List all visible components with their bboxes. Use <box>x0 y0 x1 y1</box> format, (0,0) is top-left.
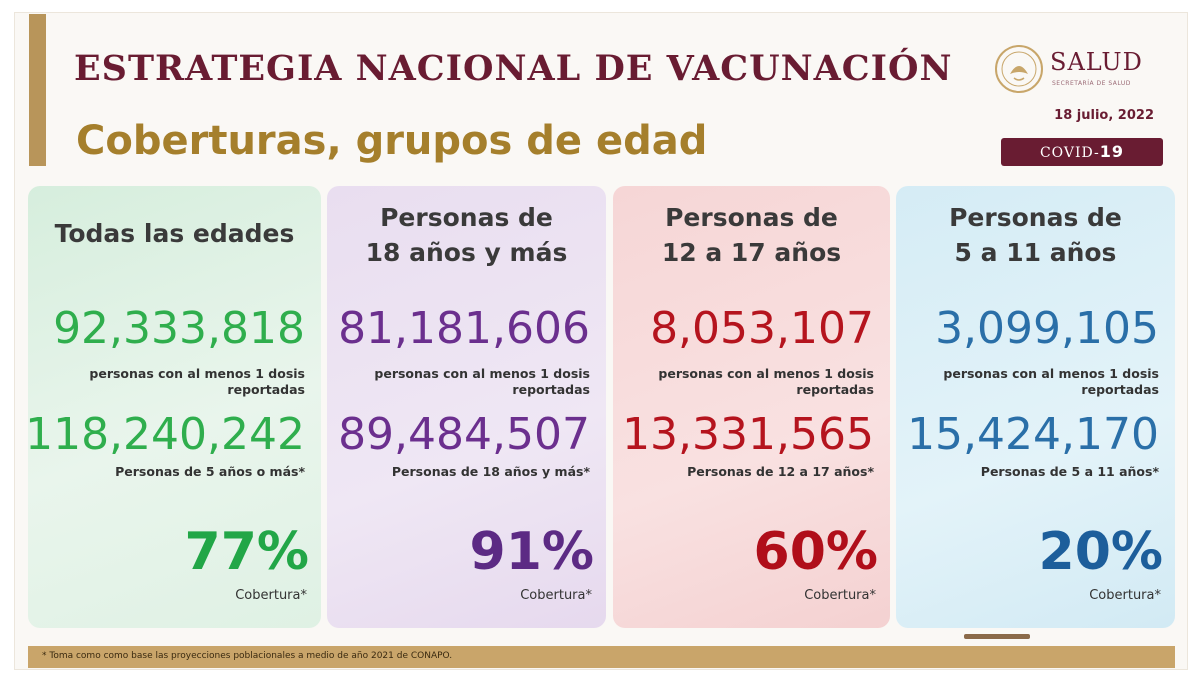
caption-line: personas con al menos 1 dosis <box>658 366 874 381</box>
footnote: * Toma como como base las proyecciones p… <box>42 651 453 661</box>
caption-line: reportadas <box>227 382 305 397</box>
covid-badge-number: 19 <box>1099 142 1125 161</box>
brand-subtitle: SECRETARÍA DE SALUD <box>1052 80 1131 87</box>
panel-heading-line: 12 a 17 años <box>661 238 842 267</box>
population-caption: Personas de 12 a 17 años* <box>687 464 874 479</box>
covid-badge-prefix: COVID- <box>1039 145 1100 161</box>
panel-18-plus: Personas de 18 años y más 81,181,606 per… <box>327 186 606 628</box>
population-count: 89,484,507 <box>338 409 590 460</box>
page-title: ESTRATEGIA NACIONAL DE VACUNACIÓN <box>74 48 953 89</box>
vaccinated-caption: personas con al menos 1 dosis reportadas <box>943 366 1159 398</box>
footer-bar: * Toma como como base las proyecciones p… <box>28 646 1175 668</box>
accent-bar <box>29 14 46 166</box>
panel-heading: Personas de 18 años y más <box>327 200 606 270</box>
panel-5-to-11: Personas de 5 a 11 años 3,099,105 person… <box>896 186 1175 628</box>
report-date: 18 julio, 2022 <box>1054 108 1154 123</box>
brand-name: SALUD <box>1050 48 1143 76</box>
caption-line: reportadas <box>512 382 590 397</box>
panel-heading-line: Personas de <box>949 203 1122 232</box>
vaccinated-caption: personas con al menos 1 dosis reportadas <box>658 366 874 398</box>
population-caption: Personas de 5 años o más* <box>115 464 305 479</box>
caption-line: reportadas <box>1081 382 1159 397</box>
vaccinated-caption: personas con al menos 1 dosis reportadas <box>374 366 590 398</box>
vaccinated-count: 8,053,107 <box>650 303 874 354</box>
mexico-coat-of-arms-icon <box>995 45 1043 93</box>
population-caption: Personas de 5 a 11 años* <box>980 464 1159 479</box>
coverage-percent: 60% <box>753 522 878 582</box>
coverage-percent: 20% <box>1038 522 1163 582</box>
panel-heading-line: Personas de <box>665 203 838 232</box>
vaccinated-count: 3,099,105 <box>935 303 1159 354</box>
coverage-label: Cobertura* <box>520 588 592 603</box>
coverage-percent: 91% <box>469 522 594 582</box>
vaccinated-count: 92,333,818 <box>53 303 305 354</box>
population-caption: Personas de 18 años y más* <box>391 464 590 479</box>
caption-line: reportadas <box>796 382 874 397</box>
coverage-label: Cobertura* <box>804 588 876 603</box>
population-count: 15,424,170 <box>907 409 1159 460</box>
vaccinated-count: 81,181,606 <box>338 303 590 354</box>
panel-heading: Personas de 5 a 11 años <box>896 200 1175 270</box>
panel-heading-line: 18 años y más <box>365 238 568 267</box>
panel-heading: Todas las edades <box>28 216 321 251</box>
population-count: 13,331,565 <box>622 409 874 460</box>
covid-badge: COVID-19 <box>1001 138 1163 166</box>
coverage-label: Cobertura* <box>1089 588 1161 603</box>
caption-line: personas con al menos 1 dosis <box>374 366 590 381</box>
page-subtitle: Coberturas, grupos de edad <box>76 118 708 164</box>
vaccinated-caption: personas con al menos 1 dosis reportadas <box>89 366 305 398</box>
panel-heading-line: 5 a 11 años <box>954 238 1117 267</box>
panel-12-to-17: Personas de 12 a 17 años 8,053,107 perso… <box>613 186 890 628</box>
panel-heading: Personas de 12 a 17 años <box>613 200 890 270</box>
coverage-label: Cobertura* <box>235 588 307 603</box>
panel-all-ages: Todas las edades 92,333,818 personas con… <box>28 186 321 628</box>
panel-heading-line: Todas las edades <box>54 219 295 248</box>
panel-heading-line: Personas de <box>380 203 553 232</box>
coverage-percent: 77% <box>184 522 309 582</box>
caption-line: personas con al menos 1 dosis <box>943 366 1159 381</box>
pen-decoration <box>964 634 1030 639</box>
population-count: 118,240,242 <box>28 409 305 460</box>
caption-line: personas con al menos 1 dosis <box>89 366 305 381</box>
